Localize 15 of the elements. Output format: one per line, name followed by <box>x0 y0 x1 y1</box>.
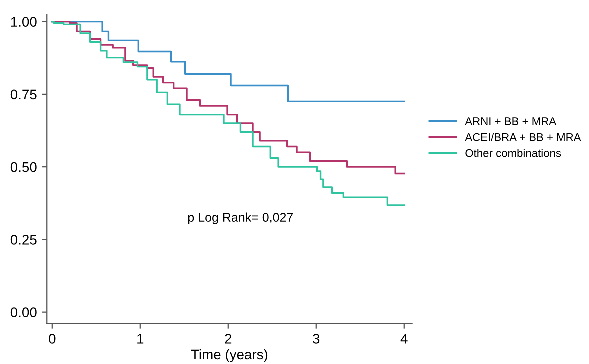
x-axis-title: Time (years) <box>191 349 268 362</box>
y-tick-label: 0.75 <box>10 90 37 100</box>
legend-label: ACEI/BRA + BB + MRA <box>465 133 582 142</box>
x-tick-label: 1 <box>138 334 144 344</box>
x-tick-label: 3 <box>313 334 320 344</box>
x-tick-label: 4 <box>400 334 408 344</box>
annotation: p Log Rank= 0,027 <box>188 212 294 224</box>
y-tick-label: 0.25 <box>10 235 37 245</box>
x-tick-label: 0 <box>49 334 56 344</box>
y-tick-label: 0.50 <box>10 162 37 172</box>
y-tick-label: 0.00 <box>10 308 37 318</box>
legend-label: ARNI + BB + MRA <box>465 118 557 126</box>
x-tick-label: 2 <box>225 334 232 344</box>
y-tick-label: 1.00 <box>11 17 37 27</box>
legend-label: Other combinations <box>466 149 562 158</box>
